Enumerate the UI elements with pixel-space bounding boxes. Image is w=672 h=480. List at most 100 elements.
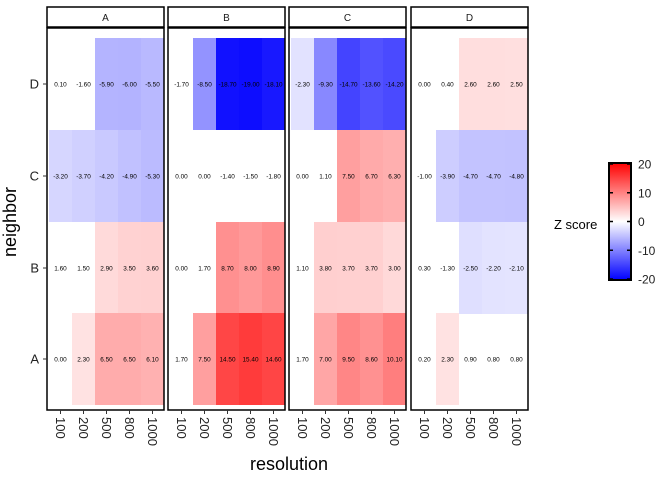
cell-value-label: 0.40 [441, 82, 454, 89]
cell-value-label: 2.60 [487, 82, 500, 89]
panel-border [410, 27, 529, 411]
x-tick-label: 500 [220, 417, 235, 439]
heatmap-cell [141, 222, 164, 314]
cell-value-label: 2.30 [441, 357, 454, 364]
cell-value-label: -1.80 [266, 174, 281, 181]
cell-value-label: 10.10 [387, 357, 403, 364]
facet-strip [410, 6, 529, 28]
cell-value-label: 1.70 [198, 266, 211, 273]
cell-value-label: 1.10 [319, 174, 332, 181]
cell-value-label: 3.50 [123, 266, 136, 273]
legend-tick-label: 20 [638, 158, 652, 172]
cell-value-label: -8.50 [197, 82, 212, 89]
cell-value-label: 2.50 [510, 82, 523, 89]
cell-value-label: -4.70 [463, 174, 478, 181]
cell-value-label: 0.80 [510, 357, 523, 364]
cell-value-label: -1.40 [220, 174, 235, 181]
heatmap-cell [459, 222, 482, 314]
heatmap-cell [482, 222, 505, 314]
cell-value-label: 0.00 [296, 174, 309, 181]
cell-value-label: 8.60 [365, 357, 378, 364]
cell-value-label: 0.10 [54, 82, 67, 89]
facet-strip [288, 6, 407, 28]
y-axis: A B C D [30, 77, 47, 367]
cell-value-label: 0.30 [418, 266, 431, 273]
cell-value-label: -5.30 [145, 174, 160, 181]
cell-value-label: 0.00 [175, 266, 188, 273]
heatmap-cell [262, 222, 285, 314]
cell-value-label: -1.60 [76, 82, 91, 89]
cell-value-label: 1.70 [296, 357, 309, 364]
y-tick-label: C [30, 169, 39, 184]
cell-value-label: 14.50 [220, 357, 236, 364]
heatmap-cell [239, 222, 262, 314]
cell-value-label: 0.80 [487, 357, 500, 364]
x-tick-label: 500 [341, 417, 356, 439]
heatmap-cell [360, 313, 383, 405]
cell-value-label: -1.70 [174, 82, 189, 89]
cell-value-label: -4.90 [122, 174, 137, 181]
heatmap-cell [95, 130, 118, 222]
cell-value-label: 6.70 [365, 174, 378, 181]
cell-value-label: 8.00 [244, 266, 257, 273]
heatmap-cell [291, 38, 314, 130]
cell-value-label: 2.90 [100, 266, 113, 273]
legend-tick-label: 10 [638, 186, 652, 200]
cell-value-label: -5.90 [99, 82, 114, 89]
heatmap-cell [314, 38, 337, 130]
heatmap-cell [383, 313, 406, 405]
cell-value-label: 1.10 [296, 266, 309, 273]
heatmap-cell [383, 130, 406, 222]
cell-value-label: 2.30 [77, 357, 90, 364]
x-tick-label: 100 [295, 417, 310, 439]
cell-value-label: -19.00 [241, 82, 260, 89]
heatmap-cell [216, 222, 239, 314]
cell-value-label: 0.00 [198, 174, 211, 181]
cell-value-label: 15.40 [243, 357, 259, 364]
cell-value-label: 7.50 [342, 174, 355, 181]
cell-value-label: 3.70 [342, 266, 355, 273]
x-tick-label: 500 [99, 417, 114, 439]
x-tick-label: 200 [197, 417, 212, 439]
x-tick-label: 200 [76, 417, 91, 439]
heatmap-cell [118, 130, 141, 222]
x-tick-label: 100 [53, 417, 68, 439]
heatmap-cell [118, 222, 141, 314]
legend-tick-label: -20 [638, 273, 656, 287]
heatmap-cell [337, 38, 360, 130]
facet-strip-label: C [344, 13, 351, 24]
x-tick-label: 200 [318, 417, 333, 439]
facet-panels: A 0.10 -1.60 -5.90 -6.00 -5.50 -3.20 -3.70 -4.20… [46, 6, 529, 446]
panel-border [46, 27, 165, 411]
heatmap-cell [141, 313, 164, 405]
cell-value-label: -6.00 [122, 82, 137, 89]
heatmap-cell [383, 222, 406, 314]
heatmap-cell [262, 313, 285, 405]
facet-strip-label: D [466, 13, 473, 24]
x-tick-label: 100 [417, 417, 432, 439]
x-tick-label: 100 [174, 417, 189, 439]
x-tick-label: 1000 [266, 417, 281, 446]
heatmap-cell [505, 38, 528, 130]
cell-value-label: -3.70 [76, 174, 91, 181]
cell-value-label: -4.80 [509, 174, 524, 181]
cell-value-label: -2.50 [463, 266, 478, 273]
heatmap-cell [49, 130, 72, 222]
heatmap-cell [482, 38, 505, 130]
facet-panel-d: D 0.00 0.40 2.60 2.60 2.50 -1.00 -3.90 -4.70 -4.7… [410, 6, 529, 446]
heatmap-cell [459, 38, 482, 130]
heatmap-cell [193, 38, 216, 130]
cell-value-label: 7.00 [319, 357, 332, 364]
cell-value-label: 14.60 [266, 357, 282, 364]
heatmap-cell [95, 38, 118, 130]
cell-value-label: -3.20 [53, 174, 68, 181]
heatmap-cell [239, 313, 262, 405]
facet-panel-c: C -2.30 -9.30 -14.70 -13.60 -14.20 0.00 1.10 7.5… [288, 6, 407, 446]
heatmap-cell [459, 130, 482, 222]
cell-value-label: 9.50 [342, 357, 355, 364]
cell-value-label: -2.30 [295, 82, 310, 89]
cell-value-label: -13.60 [362, 82, 381, 89]
cell-value-label: -18.70 [218, 82, 237, 89]
y-axis-title: neighbor [0, 187, 20, 257]
